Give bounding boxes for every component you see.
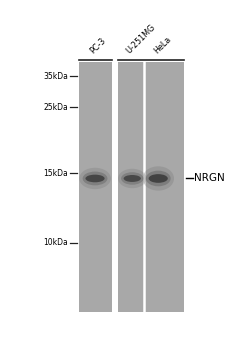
Text: 25kDa: 25kDa xyxy=(43,103,68,112)
Ellipse shape xyxy=(146,171,171,186)
Text: 10kDa: 10kDa xyxy=(43,238,68,247)
Text: NRGN: NRGN xyxy=(194,174,225,183)
Text: 15kDa: 15kDa xyxy=(43,169,68,178)
Ellipse shape xyxy=(79,168,111,189)
Ellipse shape xyxy=(124,175,141,182)
Ellipse shape xyxy=(83,172,107,186)
Ellipse shape xyxy=(142,166,174,191)
Bar xyxy=(118,62,184,312)
Text: 35kDa: 35kDa xyxy=(43,71,68,80)
Ellipse shape xyxy=(121,172,144,185)
Text: PC-3: PC-3 xyxy=(89,36,108,55)
Ellipse shape xyxy=(118,169,147,188)
Bar xyxy=(79,62,112,312)
Ellipse shape xyxy=(86,175,105,182)
Ellipse shape xyxy=(149,174,168,183)
Text: HeLa: HeLa xyxy=(152,35,173,55)
Text: U-251MG: U-251MG xyxy=(124,22,157,55)
